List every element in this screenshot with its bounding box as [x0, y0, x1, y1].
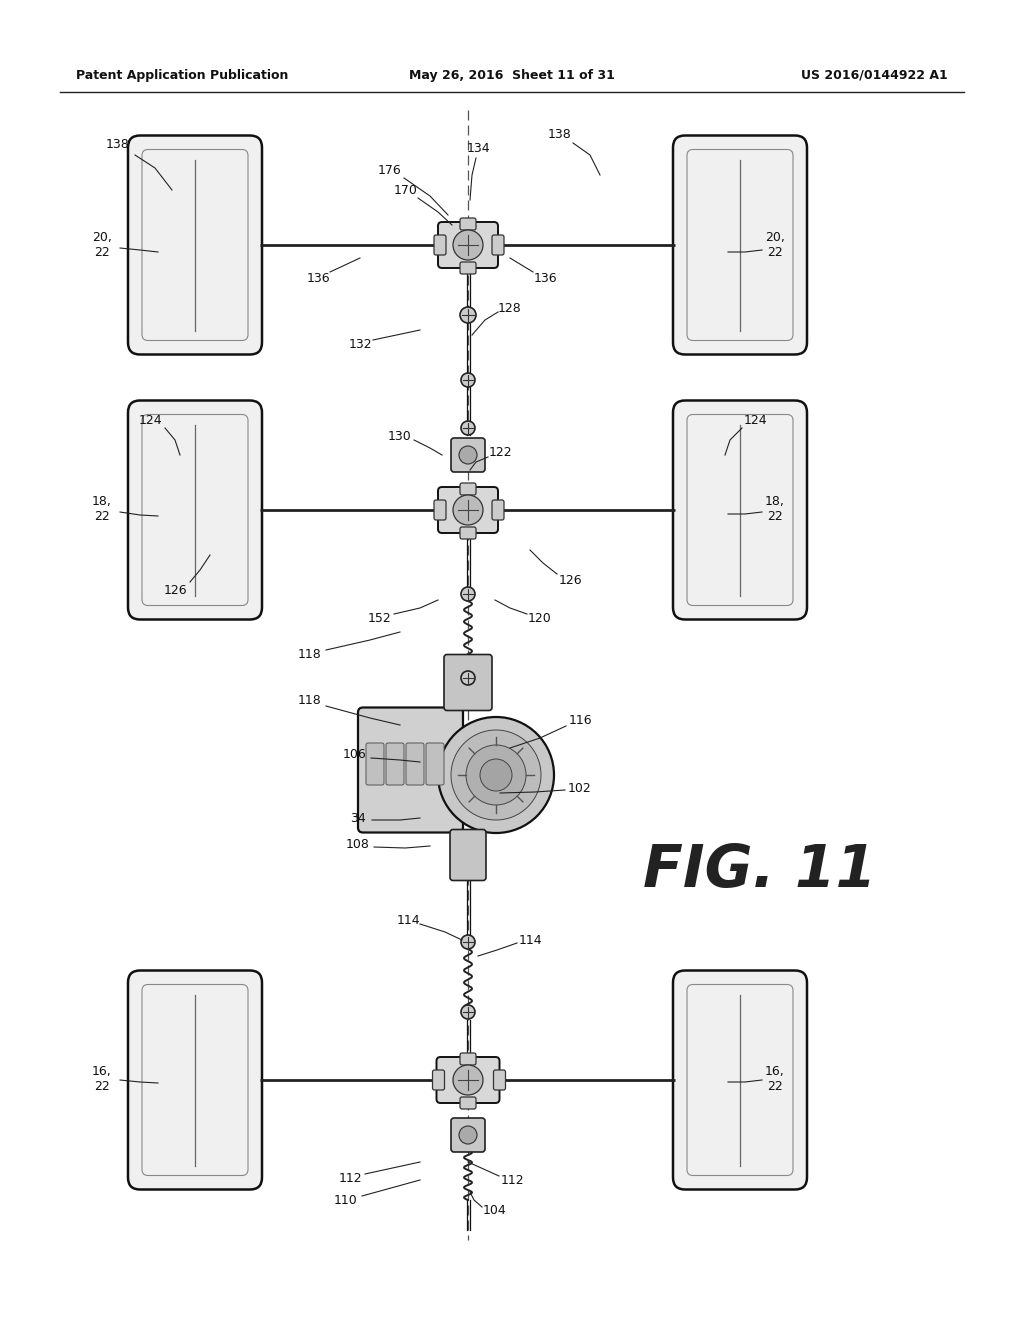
Circle shape	[461, 935, 475, 949]
Text: 18,: 18,	[765, 495, 785, 508]
Text: 114: 114	[396, 913, 420, 927]
FancyBboxPatch shape	[460, 1097, 476, 1109]
Circle shape	[461, 421, 475, 436]
Text: 126: 126	[163, 583, 186, 597]
Text: Patent Application Publication: Patent Application Publication	[76, 69, 289, 82]
FancyBboxPatch shape	[451, 1118, 485, 1152]
FancyBboxPatch shape	[406, 743, 424, 785]
FancyBboxPatch shape	[673, 136, 807, 355]
FancyBboxPatch shape	[460, 527, 476, 539]
Text: 22: 22	[94, 510, 110, 523]
Text: 106: 106	[343, 748, 367, 762]
Text: 116: 116	[568, 714, 592, 726]
Circle shape	[461, 671, 475, 685]
Text: 102: 102	[568, 781, 592, 795]
FancyBboxPatch shape	[673, 970, 807, 1189]
Text: 18,: 18,	[92, 495, 112, 508]
Text: 110: 110	[334, 1193, 357, 1206]
FancyBboxPatch shape	[438, 222, 498, 268]
Text: 136: 136	[534, 272, 557, 285]
Text: 130: 130	[388, 429, 412, 442]
Text: 138: 138	[106, 139, 130, 152]
Circle shape	[466, 744, 526, 805]
Circle shape	[459, 446, 477, 465]
FancyBboxPatch shape	[434, 500, 446, 520]
Text: FIG. 11: FIG. 11	[643, 842, 877, 899]
Circle shape	[461, 1005, 475, 1019]
Text: 126: 126	[558, 573, 582, 586]
FancyBboxPatch shape	[460, 483, 476, 495]
FancyBboxPatch shape	[460, 1053, 476, 1065]
Text: 22: 22	[767, 1080, 783, 1093]
Text: 134: 134	[466, 141, 489, 154]
Text: 118: 118	[298, 648, 322, 661]
FancyBboxPatch shape	[438, 487, 498, 533]
Text: 124: 124	[743, 413, 767, 426]
Text: 118: 118	[298, 693, 322, 706]
Text: 20,: 20,	[765, 231, 785, 244]
Circle shape	[453, 1065, 483, 1096]
Circle shape	[461, 374, 475, 387]
Text: 20,: 20,	[92, 231, 112, 244]
Text: 16,: 16,	[92, 1065, 112, 1078]
FancyBboxPatch shape	[460, 218, 476, 230]
FancyBboxPatch shape	[128, 400, 262, 619]
Text: 124: 124	[138, 413, 162, 426]
FancyBboxPatch shape	[494, 1071, 506, 1090]
FancyBboxPatch shape	[492, 235, 504, 255]
Text: 138: 138	[548, 128, 571, 141]
FancyBboxPatch shape	[426, 743, 444, 785]
FancyBboxPatch shape	[434, 235, 446, 255]
Text: 170: 170	[394, 183, 418, 197]
Circle shape	[460, 308, 476, 323]
Text: 22: 22	[767, 246, 783, 259]
Text: 104: 104	[483, 1204, 507, 1217]
Text: 120: 120	[528, 611, 552, 624]
Text: 136: 136	[306, 272, 330, 285]
FancyBboxPatch shape	[436, 1057, 500, 1104]
Text: 22: 22	[767, 510, 783, 523]
Text: 112: 112	[500, 1173, 524, 1187]
Circle shape	[459, 1126, 477, 1144]
Circle shape	[451, 730, 541, 820]
FancyBboxPatch shape	[444, 655, 492, 710]
Text: 34: 34	[350, 812, 366, 825]
Text: 112: 112	[338, 1172, 361, 1184]
FancyBboxPatch shape	[358, 708, 463, 833]
Circle shape	[453, 495, 483, 525]
FancyBboxPatch shape	[460, 261, 476, 275]
Circle shape	[480, 759, 512, 791]
FancyBboxPatch shape	[432, 1071, 444, 1090]
Text: US 2016/0144922 A1: US 2016/0144922 A1	[801, 69, 948, 82]
Text: 22: 22	[94, 1080, 110, 1093]
FancyBboxPatch shape	[128, 970, 262, 1189]
Text: 108: 108	[346, 838, 370, 851]
Text: 22: 22	[94, 246, 110, 259]
Text: 16,: 16,	[765, 1065, 784, 1078]
FancyBboxPatch shape	[128, 136, 262, 355]
Text: 132: 132	[348, 338, 372, 351]
Circle shape	[453, 230, 483, 260]
Text: 152: 152	[368, 611, 392, 624]
Circle shape	[438, 717, 554, 833]
FancyBboxPatch shape	[673, 400, 807, 619]
FancyBboxPatch shape	[366, 743, 384, 785]
Text: 114: 114	[518, 933, 542, 946]
FancyBboxPatch shape	[450, 829, 486, 880]
Text: 128: 128	[498, 301, 522, 314]
FancyBboxPatch shape	[451, 438, 485, 473]
Text: May 26, 2016  Sheet 11 of 31: May 26, 2016 Sheet 11 of 31	[409, 69, 615, 82]
FancyBboxPatch shape	[492, 500, 504, 520]
FancyBboxPatch shape	[386, 743, 404, 785]
Text: 122: 122	[488, 446, 512, 458]
Circle shape	[461, 587, 475, 601]
Text: 176: 176	[378, 164, 401, 177]
